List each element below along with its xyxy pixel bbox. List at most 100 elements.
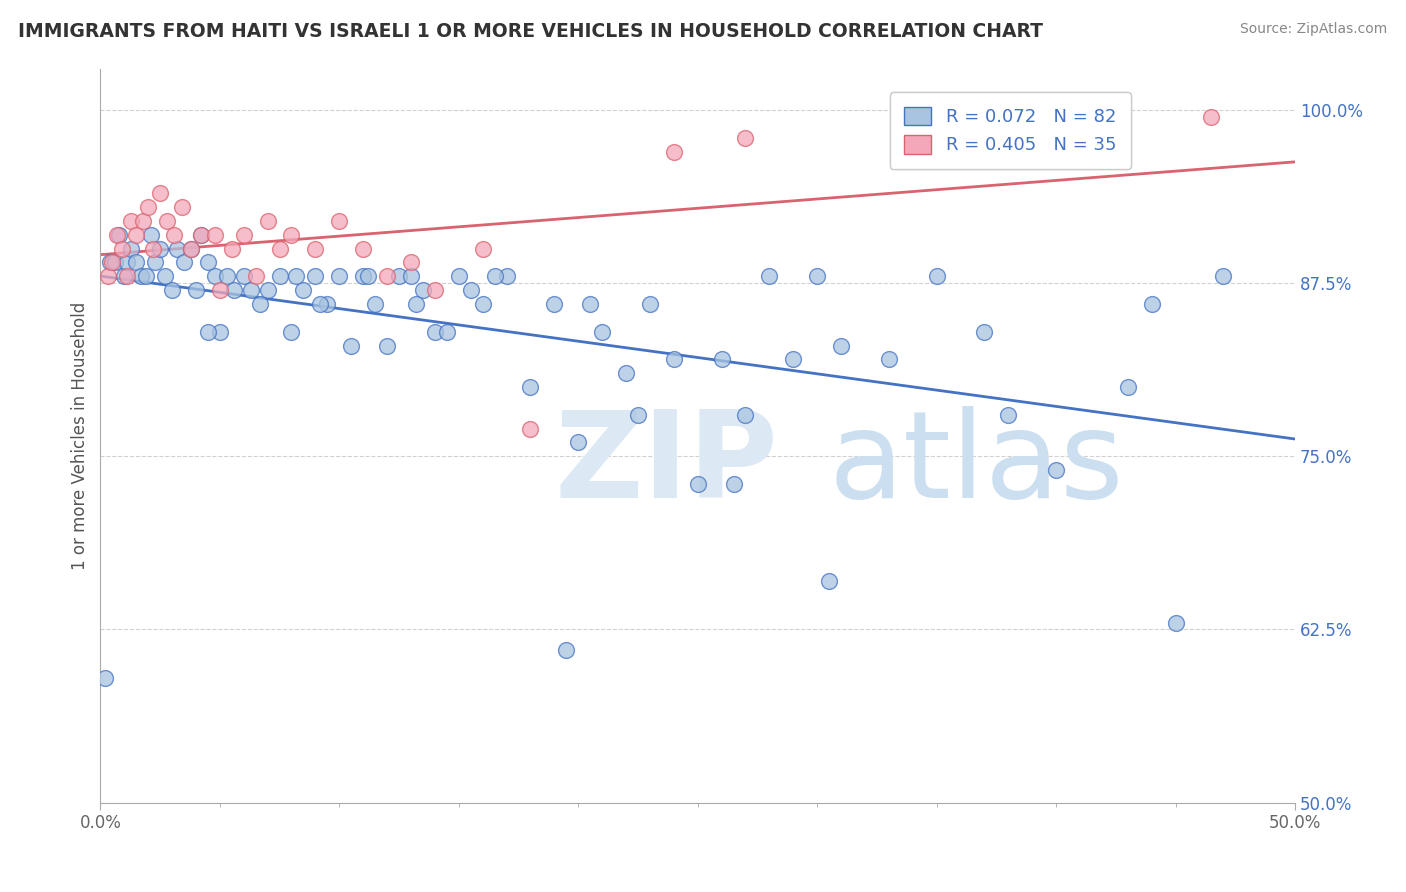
Point [208, 325, 231, 339]
Point [627, 408, 650, 422]
Point [115, 269, 138, 284]
Point [877, 352, 900, 367]
Legend: R = 0.072   N = 82, R = 0.405   N = 35: R = 0.072 N = 82, R = 0.405 N = 35 [890, 92, 1130, 169]
Point [304, 269, 326, 284]
Point [163, 227, 186, 242]
Point [662, 145, 685, 159]
Point [249, 297, 271, 311]
Point [399, 255, 422, 269]
Point [156, 214, 179, 228]
Point [997, 408, 1019, 422]
Point [1212, 269, 1234, 284]
Point [412, 283, 434, 297]
Point [132, 214, 155, 228]
Point [101, 255, 124, 269]
Point [484, 269, 506, 284]
Point [316, 297, 339, 311]
Point [197, 255, 219, 269]
Point [256, 214, 278, 228]
Point [375, 338, 398, 352]
Point [204, 227, 226, 242]
Point [614, 366, 637, 380]
Point [153, 269, 176, 284]
Point [471, 297, 494, 311]
Point [734, 408, 756, 422]
Point [120, 214, 142, 228]
Point [208, 283, 231, 297]
Point [519, 380, 541, 394]
Point [180, 242, 202, 256]
Point [519, 422, 541, 436]
Point [357, 269, 380, 284]
Point [662, 352, 685, 367]
Point [166, 242, 188, 256]
Point [567, 435, 589, 450]
Point [1201, 110, 1223, 124]
Point [105, 227, 128, 242]
Point [375, 269, 398, 284]
Point [399, 269, 422, 284]
Text: ZIP: ZIP [554, 407, 778, 524]
Point [710, 352, 733, 367]
Point [197, 325, 219, 339]
Point [818, 574, 841, 588]
Point [1164, 615, 1187, 630]
Point [340, 338, 363, 352]
Point [112, 269, 135, 284]
Point [304, 242, 326, 256]
Point [204, 269, 226, 284]
Point [160, 283, 183, 297]
Point [135, 269, 157, 284]
Point [1140, 297, 1163, 311]
Point [328, 214, 350, 228]
Point [108, 227, 131, 242]
Point [170, 200, 193, 214]
Point [758, 269, 780, 284]
Point [292, 283, 315, 297]
Point [149, 186, 172, 201]
Point [96, 269, 118, 284]
Point [352, 242, 374, 256]
Point [142, 242, 165, 256]
Point [1045, 463, 1067, 477]
Point [190, 227, 212, 242]
Point [1116, 380, 1139, 394]
Point [115, 255, 138, 269]
Point [734, 130, 756, 145]
Point [143, 255, 166, 269]
Point [495, 269, 517, 284]
Point [423, 283, 446, 297]
Point [120, 242, 142, 256]
Point [543, 297, 565, 311]
Point [806, 269, 828, 284]
Point [104, 255, 127, 269]
Point [925, 269, 948, 284]
Point [388, 269, 411, 284]
Point [215, 269, 238, 284]
Point [591, 325, 613, 339]
Point [224, 283, 246, 297]
Point [232, 227, 254, 242]
Y-axis label: 1 or more Vehicles in Household: 1 or more Vehicles in Household [72, 301, 89, 570]
Point [280, 325, 302, 339]
Point [686, 477, 709, 491]
Point [352, 269, 374, 284]
Point [471, 242, 494, 256]
Point [245, 269, 267, 284]
Text: Source: ZipAtlas.com: Source: ZipAtlas.com [1240, 22, 1388, 37]
Point [111, 242, 134, 256]
Point [94, 671, 117, 685]
Point [125, 255, 148, 269]
Point [405, 297, 427, 311]
Point [579, 297, 602, 311]
Point [285, 269, 308, 284]
Point [782, 352, 804, 367]
Point [129, 269, 152, 284]
Point [830, 338, 852, 352]
Point [555, 643, 578, 657]
Text: IMMIGRANTS FROM HAITI VS ISRAELI 1 OR MORE VEHICLES IN HOUSEHOLD CORRELATION CHA: IMMIGRANTS FROM HAITI VS ISRAELI 1 OR MO… [18, 22, 1043, 41]
Point [364, 297, 387, 311]
Point [280, 227, 302, 242]
Point [184, 283, 207, 297]
Point [269, 242, 291, 256]
